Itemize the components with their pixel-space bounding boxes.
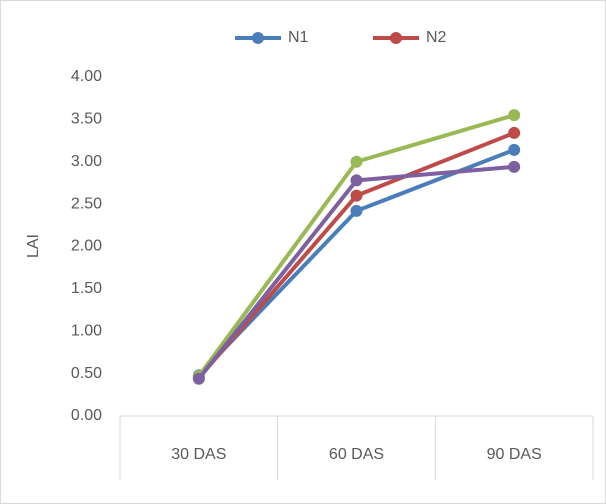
point: [508, 126, 521, 139]
y-tick-label: 2.00: [71, 238, 102, 255]
x-tick-label: 60 DAS: [329, 446, 384, 463]
point: [508, 160, 521, 173]
point: [350, 174, 363, 187]
y-tick-label: 1.00: [71, 322, 102, 339]
y-tick-label: 4.00: [71, 68, 102, 85]
y-tick-label: 1.50: [71, 280, 102, 297]
point: [508, 143, 521, 156]
point: [350, 155, 363, 168]
y-tick-label: 2.50: [71, 195, 102, 212]
legend-label: N2: [426, 29, 447, 46]
y-axis-title: LAI: [25, 234, 42, 258]
x-tick-label: 30 DAS: [171, 446, 226, 463]
y-tick-label: 3.50: [71, 111, 102, 128]
y-tick-label: 0.50: [71, 365, 102, 382]
point: [350, 189, 363, 202]
point: [350, 204, 363, 217]
point: [508, 109, 521, 122]
point: [192, 372, 205, 385]
y-tick-label: 0.00: [71, 407, 102, 424]
y-tick-label: 3.00: [71, 153, 102, 170]
legend-label: N1: [288, 29, 309, 46]
legend-marker: [390, 32, 402, 44]
x-tick-label: 90 DAS: [487, 446, 542, 463]
legend-marker: [252, 32, 264, 44]
